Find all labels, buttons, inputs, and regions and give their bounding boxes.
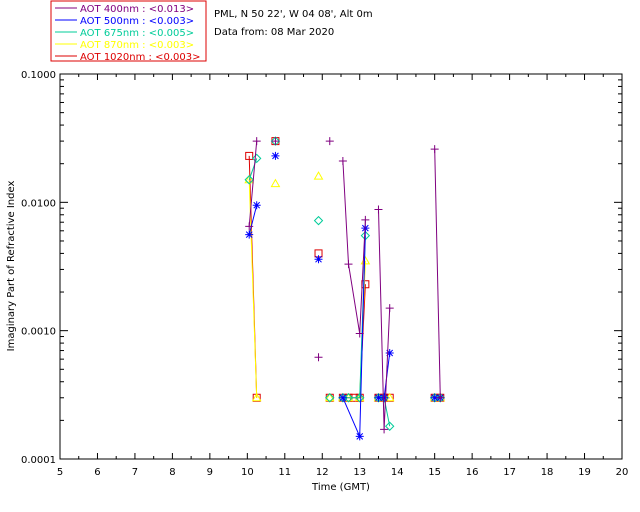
data-point [252, 201, 261, 210]
series-line [378, 352, 391, 399]
y-tick-label: 0.0100 [21, 198, 56, 209]
x-tick-label: 19 [578, 467, 591, 478]
data-point [380, 393, 389, 402]
data-point [430, 393, 439, 402]
series-0 [245, 137, 445, 434]
data-point [355, 432, 364, 441]
data-point [385, 304, 394, 313]
x-axis: 5 6 7 8 9 10 11 12 13 14 15 16 17 18 19 20 [57, 74, 629, 478]
x-tick-label: 16 [466, 467, 479, 478]
data-point [313, 215, 324, 226]
data-point [354, 392, 365, 402]
data-point [245, 230, 254, 239]
x-tick-label: 20 [616, 467, 629, 478]
legend-label: AOT 400nm : <0.013> [80, 4, 194, 15]
data-point [251, 392, 262, 402]
data-point [244, 175, 254, 185]
x-tick-label: 12 [316, 467, 329, 478]
data-point [244, 174, 255, 184]
data-point [338, 156, 347, 165]
x-tick-label: 10 [241, 467, 254, 478]
series-line [248, 158, 258, 180]
legend-label: AOT 675nm : <0.005> [80, 28, 194, 39]
data-point [314, 353, 323, 362]
legend-label: AOT 1020nm : <0.003> [80, 52, 200, 63]
y-tick-label: 0.0010 [21, 327, 56, 338]
data-point [430, 145, 439, 154]
data-point [271, 151, 280, 160]
legend: AOT 400nm : <0.013>AOT 500nm : <0.003>AO… [50, 0, 207, 63]
series-line [434, 149, 441, 398]
data-point [338, 393, 347, 402]
data-point [380, 425, 389, 434]
data-point [384, 421, 395, 431]
y-tick-label: 0.0001 [21, 455, 56, 466]
x-tick-label: 11 [278, 467, 291, 478]
series-line [342, 235, 366, 399]
data-point [355, 393, 365, 403]
legend-label: AOT 870nm : <0.003> [80, 40, 194, 51]
data-point [374, 393, 383, 402]
x-tick-label: 8 [169, 467, 175, 478]
data-point [270, 178, 281, 188]
x-tick-label: 13 [353, 467, 366, 478]
data-point [245, 222, 254, 231]
x-tick-label: 5 [57, 467, 63, 478]
x-tick-label: 18 [541, 467, 554, 478]
x-tick-label: 17 [503, 467, 516, 478]
data-point [245, 151, 254, 160]
y-axis-label: Imaginary Part of Refractive Index [6, 181, 17, 352]
series-4 [245, 137, 445, 402]
data-point [314, 255, 323, 264]
data-point [271, 137, 280, 146]
series-line [342, 160, 366, 334]
data-point [355, 329, 364, 338]
series-line [248, 205, 258, 235]
data-point [374, 205, 383, 214]
x-tick-label: 9 [207, 467, 213, 478]
series-layer [244, 136, 446, 441]
y-axis: 0.0001 0.0010 0.0100 0.1000 [21, 70, 622, 466]
series-line [248, 141, 258, 227]
legend-box [50, 0, 207, 62]
x-tick-label: 14 [391, 467, 404, 478]
series-3 [244, 171, 446, 402]
data-point [361, 215, 370, 224]
x-tick-label: 6 [94, 467, 100, 478]
data-point [251, 153, 262, 164]
data-point [436, 393, 445, 402]
data-point [343, 393, 354, 403]
data-point [252, 137, 261, 146]
legend-label: AOT 500nm : <0.003> [80, 16, 194, 27]
y-tick-label: 0.1000 [21, 70, 56, 81]
x-axis-label: Time (GMT) [311, 482, 370, 493]
site-info: PML, N 50 22', W 04 08', Alt 0m [214, 9, 373, 20]
data-point [385, 348, 394, 357]
data-point [324, 392, 335, 402]
x-tick-label: 7 [132, 467, 138, 478]
data-point [270, 136, 281, 146]
data-point [325, 393, 335, 403]
data-point [344, 260, 353, 269]
data-point [325, 137, 334, 146]
date-info: Data from: 08 Mar 2020 [214, 27, 334, 38]
data-point [313, 171, 324, 180]
x-tick-label: 15 [428, 467, 441, 478]
